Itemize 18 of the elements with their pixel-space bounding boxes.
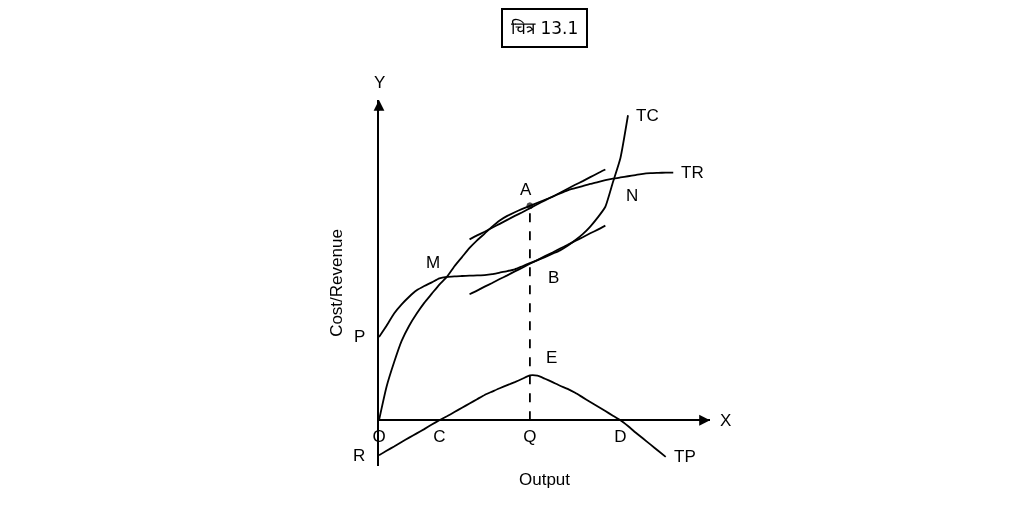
annotation: P [354,327,366,346]
annotation: M [426,253,441,272]
chart-title: चित्र 13.1 [511,18,579,38]
x-tick-label: D [614,426,627,446]
x-axis-title: Output [519,470,571,489]
annotation: A [520,180,532,199]
annotation: B [548,268,560,287]
text: Y [374,73,386,92]
annotation: R [353,446,366,465]
annotation: E [546,348,558,367]
y-axis-title: Cost/Revenue [327,229,347,337]
series-label: TP [674,447,696,466]
series-label: TC [636,106,659,125]
annotation: N [626,186,639,205]
text: X [720,411,732,430]
series-label: TR [681,163,704,182]
x-tick-label: C [433,426,446,446]
x-tick-label: Q [523,426,537,446]
